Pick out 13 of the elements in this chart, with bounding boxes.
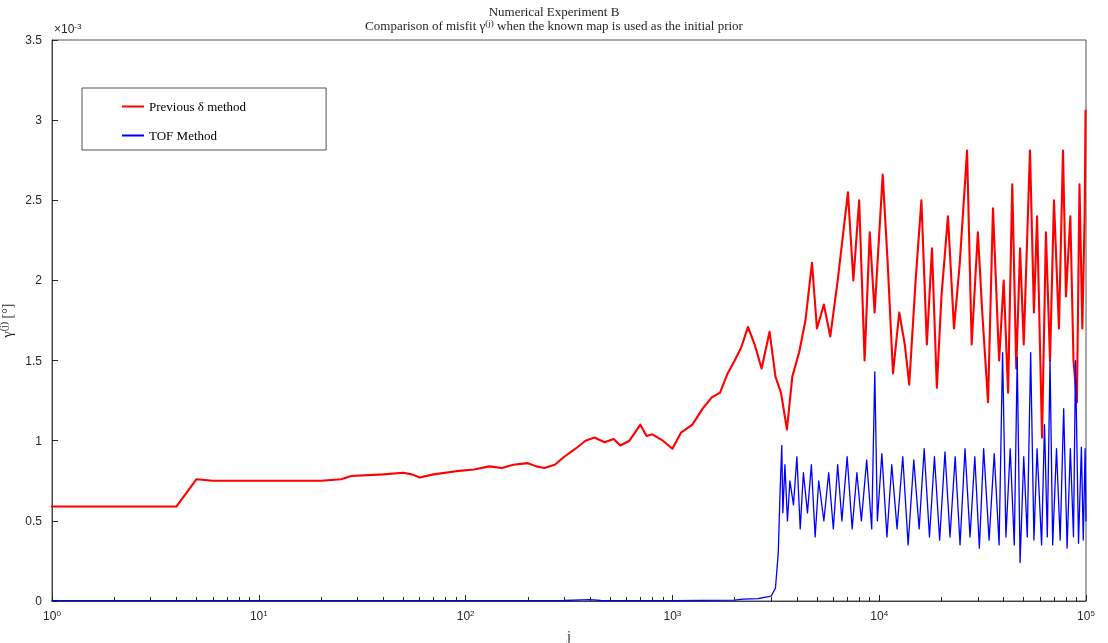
chart-title: Numerical Experiment B — [488, 4, 620, 19]
x-axis-title: j — [566, 628, 571, 643]
y-tick-label: 0.5 — [25, 513, 43, 528]
y-tick-label: 3 — [35, 113, 43, 128]
legend-label: Previous δ method — [149, 99, 247, 114]
y-tick-label: 3.5 — [25, 33, 43, 47]
legend-label: TOF Method — [149, 128, 218, 143]
y-tick-label: 1 — [35, 433, 43, 448]
y-axis-title: γ(j) [°] — [0, 303, 15, 339]
y-tick-label: 2 — [35, 273, 43, 288]
y-tick-label: 2.5 — [25, 193, 43, 208]
y-tick-label: 0 — [35, 594, 43, 608]
y-tick-label: 1.5 — [25, 353, 43, 368]
